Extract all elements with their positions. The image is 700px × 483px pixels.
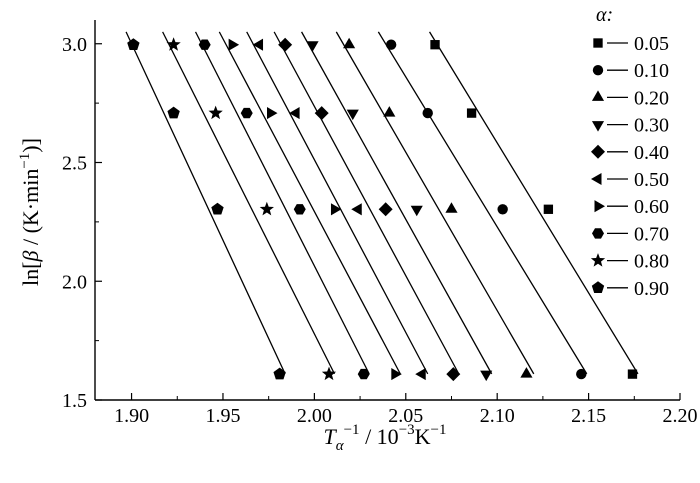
fit-line-0-90 [125, 31, 286, 375]
point-0-70 [357, 368, 370, 380]
point-0-60 [330, 203, 342, 216]
legend-label: 0.60 [634, 196, 669, 218]
legend-marker-0-40 [591, 144, 605, 159]
legend: α: 0.05 0.10 0.20 0.30 0.40 0.50 0.60 0.70 0.80 0… [590, 4, 669, 300]
point-0-20 [343, 37, 356, 49]
legend-marker-0-60 [594, 200, 605, 213]
point-0-90 [273, 367, 286, 380]
legend-label: 0.80 [634, 251, 669, 273]
fit-line-0-20 [335, 31, 535, 375]
legend-marker-0-90 [591, 281, 605, 294]
point-0-20 [445, 202, 458, 213]
legend-label: 0.30 [634, 115, 669, 137]
point-0-70 [293, 204, 306, 215]
legend-marker-0-10 [592, 65, 604, 76]
fit-line-0-05 [428, 31, 639, 375]
point-0-50 [351, 203, 362, 216]
fit-line-0-70 [194, 31, 370, 375]
fit-line-0-10 [377, 31, 588, 375]
point-0-60 [228, 38, 240, 51]
point-0-30 [346, 109, 359, 121]
point-0-40 [278, 37, 293, 52]
legend-label: 0.70 [634, 223, 669, 245]
x-tick-label: 2.15 [571, 405, 606, 427]
fit-line-0-60 [218, 31, 401, 375]
point-0-50 [252, 38, 264, 51]
y-tick-label: 3.0 [62, 34, 87, 56]
legend-label: 0.20 [634, 87, 669, 109]
point-0-10 [422, 107, 433, 119]
point-0-40 [314, 106, 329, 121]
x-tick-label: 2.05 [388, 405, 423, 427]
x-axis-title: Tα−1 / 10−3K−1 [323, 422, 446, 454]
legend-marker-0-20 [591, 90, 605, 101]
legend-label: 0.10 [634, 60, 669, 82]
x-tick-label: 2.10 [480, 405, 515, 427]
legend-marker-0-50 [591, 172, 602, 186]
point-0-10 [497, 204, 508, 215]
fit-line-0-30 [301, 31, 493, 375]
point-0-30 [410, 205, 423, 217]
legend-marker-0-70 [592, 228, 604, 239]
point-0-90 [211, 202, 224, 215]
point-0-30 [480, 370, 493, 382]
point-0-30 [306, 41, 319, 52]
point-0-50 [415, 368, 426, 381]
x-axis: 1.90 1.95 2.00 2.05 2.10 2.15 2.20 [95, 393, 698, 427]
fit-line-0-80 [162, 31, 336, 375]
point-0-10 [385, 39, 397, 50]
fit-line-0-50 [246, 31, 429, 375]
legend-label: 0.05 [634, 33, 669, 55]
point-0-60 [391, 368, 402, 381]
legend-label: 0.90 [634, 278, 669, 300]
y-axis: 1.5 2.0 2.5 3.0 [62, 20, 102, 412]
y-tick-label: 2.5 [62, 153, 87, 175]
point-0-05 [627, 369, 638, 379]
point-0-70 [198, 39, 211, 50]
point-0-60 [267, 107, 278, 120]
legend-marker-0-80 [590, 253, 606, 267]
legend-marker-0-05 [593, 38, 603, 48]
point-0-05 [543, 204, 554, 214]
fit-line-0-40 [273, 31, 460, 375]
point-0-70 [240, 107, 253, 119]
point-0-05 [466, 108, 477, 118]
x-tick-label: 1.90 [114, 405, 149, 427]
plot-area [125, 31, 639, 382]
point-0-90 [127, 38, 140, 50]
legend-title: α: [596, 4, 613, 26]
point-0-80 [166, 37, 181, 51]
point-0-80 [259, 201, 274, 216]
legend-label: 0.40 [634, 142, 669, 164]
x-tick-label: 2.20 [663, 405, 698, 427]
point-0-10 [576, 368, 587, 380]
y-tick-label: 2.0 [62, 271, 87, 293]
point-0-40 [378, 202, 393, 217]
x-tick-label: 1.95 [205, 405, 240, 427]
legend-label: 0.50 [634, 169, 669, 191]
y-tick-label: 1.5 [62, 390, 87, 412]
point-0-50 [289, 107, 300, 120]
point-0-80 [321, 366, 337, 381]
x-tick-label: 2.00 [297, 405, 332, 427]
point-0-20 [383, 106, 396, 117]
legend-marker-0-30 [591, 121, 605, 132]
y-axis-title: ln[β / (K·min−1)] [17, 138, 43, 286]
point-0-90 [167, 106, 180, 119]
point-0-40 [446, 367, 461, 382]
point-0-20 [520, 367, 533, 378]
point-0-05 [430, 40, 440, 50]
point-0-80 [208, 105, 223, 120]
